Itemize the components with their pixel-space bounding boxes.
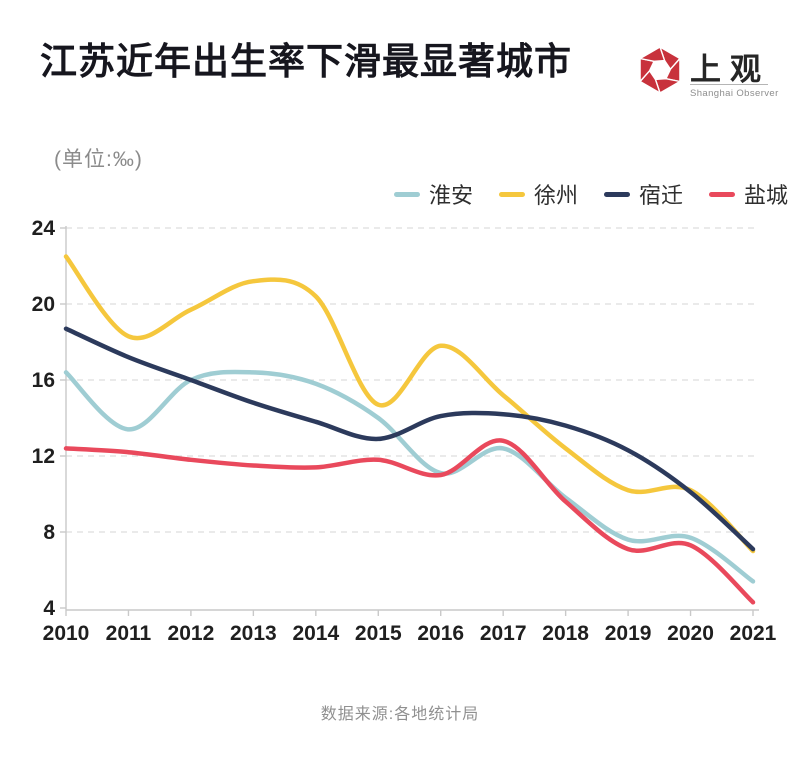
y-axis-label-20: 20 (32, 293, 55, 316)
y-axis-label-4: 4 (43, 597, 55, 620)
logo-divider (690, 84, 768, 85)
legend-item-1[interactable]: 淮安 (394, 178, 473, 210)
logo-wordmark: 上观 (690, 52, 770, 87)
legend-label: 淮安 (429, 183, 474, 208)
legend: 淮安 徐州 宿迁 盐城 (394, 178, 788, 210)
source-note: 数据来源:各地统计局 (320, 706, 480, 723)
x-axis-label-2012: 2012 (168, 622, 215, 645)
series-line-盐城 (63, 438, 756, 605)
legend-label: 宿迁 (639, 183, 684, 208)
legend-swatch (604, 191, 631, 197)
legend-swatch (499, 191, 526, 197)
legend-label: 盐城 (744, 183, 789, 208)
legend-item-4[interactable]: 盐城 (709, 178, 788, 210)
x-axis-label-2010: 2010 (43, 622, 90, 645)
x-axis-label-2014: 2014 (292, 622, 339, 645)
x-axis-label-2016: 2016 (417, 622, 464, 645)
legend-swatch (394, 191, 420, 197)
series-line-宿迁 (63, 326, 756, 552)
logo-rosette-icon (639, 46, 681, 94)
y-axis-label-16: 16 (32, 369, 55, 392)
legend-swatch (709, 191, 736, 197)
y-axis-label-24: 24 (32, 217, 56, 240)
x-axis-label-2021: 2021 (730, 622, 777, 645)
legend-item-3[interactable]: 宿迁 (604, 178, 683, 210)
legend-item-2[interactable]: 徐州 (499, 178, 578, 210)
x-axis-label-2018: 2018 (542, 622, 589, 645)
brand-logo: 上观 Shanghai Observer (636, 44, 778, 104)
x-axis-label-2015: 2015 (355, 622, 402, 645)
legend-label: 徐州 (534, 183, 579, 208)
x-axis-label-2019: 2019 (605, 622, 652, 645)
y-axis-label-12: 12 (32, 445, 55, 468)
x-axis-label-2020: 2020 (667, 622, 714, 645)
birth-rate-line-chart: 4 8 12 16 20 24 2010 2011 2012 2013 2014 2015 2016 20… (32, 217, 777, 645)
unit-label: (单位:‰) (54, 148, 143, 171)
x-axis-label-2013: 2013 (230, 622, 277, 645)
x-axis-label-2017: 2017 (480, 622, 527, 645)
series-line-徐州 (63, 254, 756, 554)
y-axis-label-8: 8 (43, 521, 55, 544)
series-line-淮安 (63, 369, 756, 584)
x-axis-label-2011: 2011 (106, 622, 152, 645)
logo-subtitle: Shanghai Observer (690, 88, 779, 99)
page-title: 江苏近年出生率下滑最显著城市 (40, 41, 572, 82)
